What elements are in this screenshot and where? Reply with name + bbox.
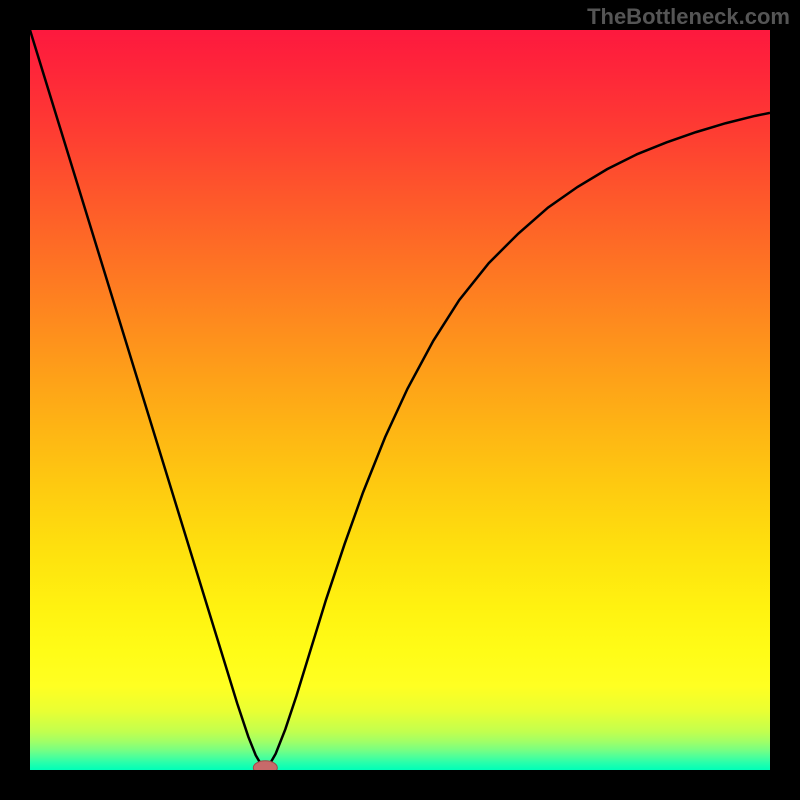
gradient-background: [30, 30, 770, 770]
plot-area: [30, 30, 770, 770]
chart-container: TheBottleneck.com: [0, 0, 800, 800]
watermark-text: TheBottleneck.com: [587, 4, 790, 30]
plot-svg: [30, 30, 770, 770]
